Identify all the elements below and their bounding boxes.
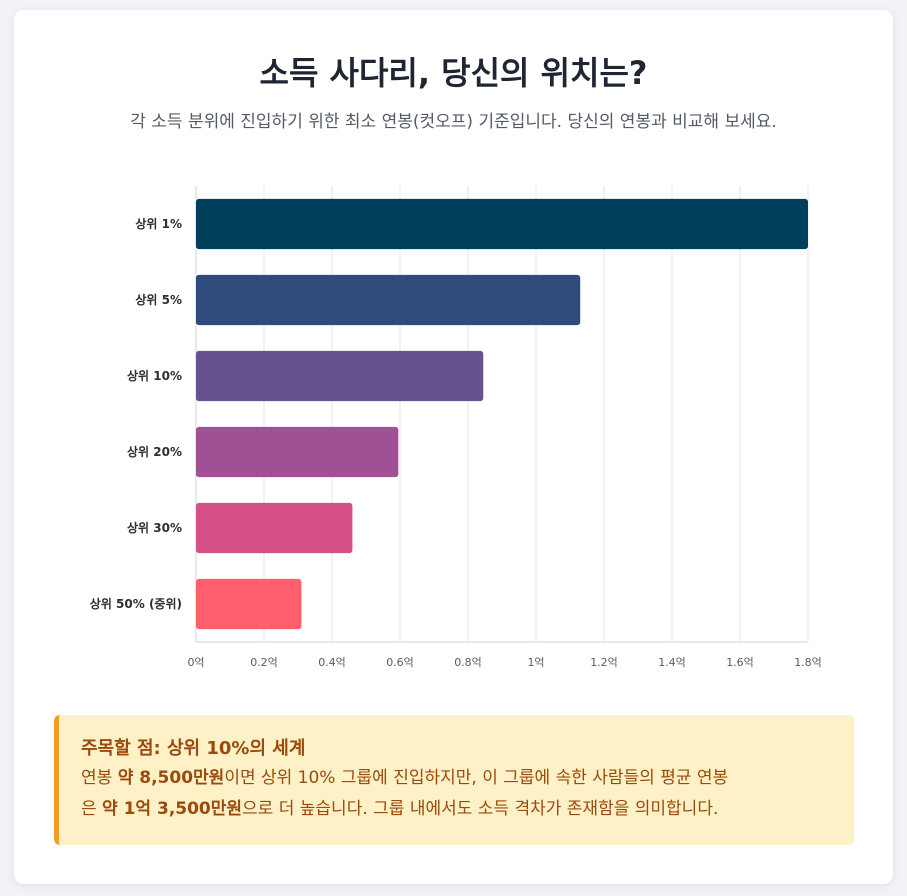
bars [196, 198, 808, 630]
x-tick-label: 0.2억 [250, 656, 278, 669]
x-tick-label: 1억 [527, 656, 544, 669]
callout-text: 은 [81, 799, 103, 819]
category-label: 상위 20% [127, 444, 182, 459]
category-label: 상위 1% [135, 216, 182, 231]
x-tick-labels: 0억 0.2억 0.4억 0.6억 0.8억 1억 1.2억 1.4억 1.6억 1.8억 [187, 656, 821, 669]
category-labels: 상위 1% 상위 5% 상위 10% 상위 20% 상위 30% 상위 50% (중위) [90, 216, 182, 611]
bar[interactable] [196, 502, 353, 554]
bar[interactable] [196, 198, 808, 250]
bar[interactable] [196, 426, 399, 478]
x-tick-label: 0.8억 [454, 656, 482, 669]
insight-callout: 주목할 점: 상위 10%의 세계 연봉 약 8,500만원이면 상위 10% … [54, 715, 854, 845]
callout-title: 주목할 점: 상위 10%의 세계 [81, 738, 306, 759]
grid-lines [195, 186, 809, 643]
page-title: 소득 사다리, 당신의 위치는? [259, 54, 648, 92]
x-tick-label: 1.4억 [658, 656, 686, 669]
income-bar-chart: 상위 1%상위 5%상위 10%상위 20%상위 30%상위 50% (중위) … [90, 186, 822, 669]
page-subtitle: 각 소득 분위에 진입하기 위한 최소 연봉(컷오프) 기준입니다. 당신의 연… [130, 112, 777, 132]
x-tick-label: 0억 [187, 656, 204, 669]
category-label: 상위 50% (중위) [90, 596, 182, 611]
callout-highlight: 약 8,500만원 [117, 768, 225, 788]
callout-line-2: 은 약 1억 3,500만원으로 더 높습니다. 그룹 내에서도 소득 격차가 … [81, 794, 830, 825]
x-tick-label: 1.8억 [794, 656, 822, 669]
bar[interactable] [196, 578, 302, 630]
callout-text: 이면 상위 10% 그룹에 진입하지만, 이 그룹에 속한 사람들의 평균 연봉 [224, 768, 729, 788]
callout-highlight: 약 1억 3,500만원 [102, 799, 243, 819]
callout-line-1: 연봉 약 8,500만원이면 상위 10% 그룹에 진입하지만, 이 그룹에 속… [81, 763, 830, 794]
category-label: 상위 5% [135, 292, 182, 307]
x-tick-label: 1.2억 [590, 656, 618, 669]
callout-text: 연봉 [81, 768, 118, 788]
bar[interactable] [196, 350, 484, 402]
category-label: 상위 30% [127, 520, 182, 535]
x-tick-label: 0.4억 [318, 656, 346, 669]
x-tick-label: 1.6억 [726, 656, 754, 669]
callout-text: 으로 더 높습니다. 그룹 내에서도 소득 격차가 존재함을 의미합니다. [242, 799, 719, 819]
bar[interactable] [196, 274, 581, 326]
category-label: 상위 10% [127, 368, 182, 383]
x-tick-label: 0.6억 [386, 656, 414, 669]
